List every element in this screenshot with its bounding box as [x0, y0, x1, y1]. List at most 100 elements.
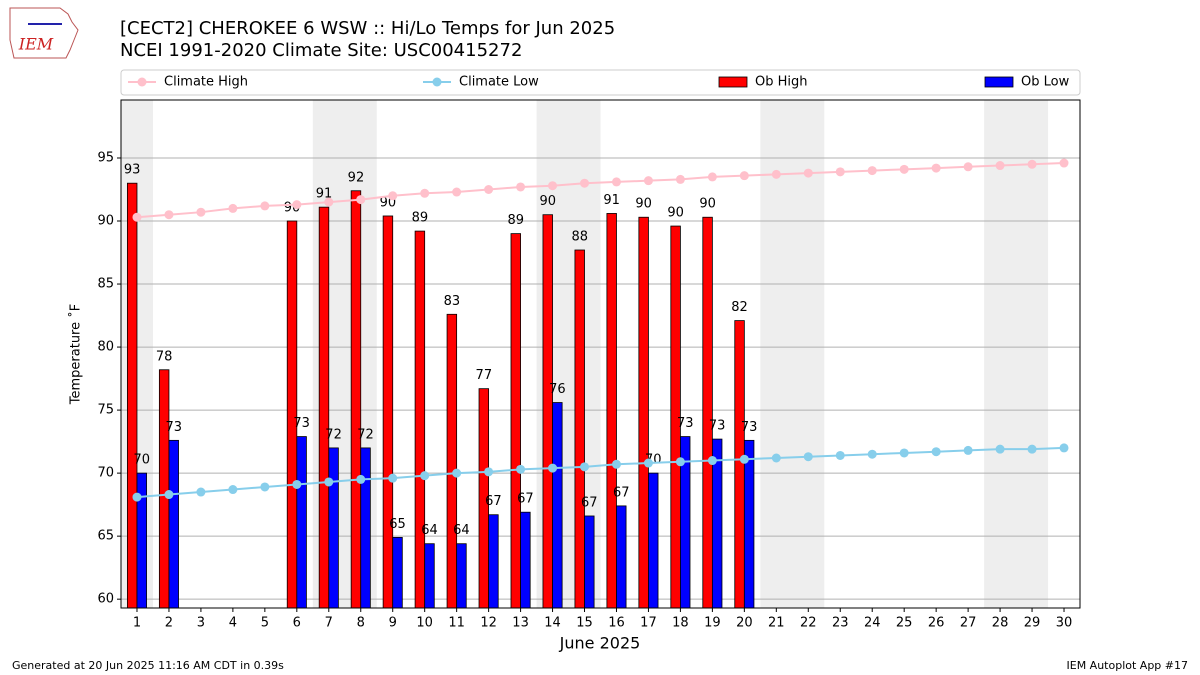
- data-label: 90: [635, 197, 652, 212]
- y-tick-label: 80: [97, 340, 114, 355]
- x-tick-label: 6: [293, 616, 301, 631]
- x-tick-label: 27: [960, 616, 977, 631]
- bar: [638, 216, 649, 609]
- data-label: 91: [603, 193, 620, 208]
- bar: [328, 447, 339, 609]
- point: [132, 212, 142, 222]
- footer-left: Generated at 20 Jun 2025 11:16 AM CDT in…: [12, 659, 284, 672]
- line: [136, 162, 1065, 219]
- data-label: 73: [677, 416, 694, 431]
- point: [707, 172, 717, 182]
- data-label: 70: [134, 453, 151, 468]
- y-tick-label: 70: [97, 466, 114, 481]
- logo-outline: [9, 7, 79, 59]
- x-tick-label: 22: [800, 616, 817, 631]
- point: [196, 487, 206, 497]
- data-label: 83: [444, 294, 461, 309]
- bar: [510, 233, 521, 609]
- point: [484, 467, 494, 477]
- x-tick-label: 1: [133, 616, 141, 631]
- bar: [542, 214, 553, 609]
- legend-swatch: [432, 77, 442, 87]
- line: [136, 446, 1065, 499]
- x-tick-label: 15: [576, 616, 593, 631]
- x-tick-label: 10: [416, 616, 433, 631]
- x-tick-label: 13: [512, 616, 529, 631]
- plot-frame: [120, 99, 1081, 609]
- legend-label: Ob High: [755, 75, 808, 90]
- weekend-band: [984, 100, 1049, 608]
- x-tick-label: 24: [864, 616, 881, 631]
- data-label: 90: [539, 194, 556, 209]
- point: [1059, 443, 1069, 453]
- bar: [286, 220, 298, 609]
- point: [867, 166, 877, 176]
- point: [771, 169, 781, 179]
- point: [228, 203, 238, 213]
- data-label: 73: [741, 420, 758, 435]
- point: [132, 492, 142, 502]
- point: [484, 184, 494, 194]
- data-label: 78: [156, 349, 173, 364]
- data-label: 92: [348, 170, 365, 185]
- data-label: 82: [731, 300, 748, 315]
- x-tick-label: 17: [640, 616, 657, 631]
- chart-subtitle: NCEI 1991-2020 Climate Site: USC00415272: [120, 40, 522, 61]
- y-tick-label: 95: [97, 150, 114, 165]
- logo: IEM: [9, 7, 79, 59]
- y-tick-label: 65: [97, 529, 114, 544]
- point: [516, 464, 526, 474]
- x-tick-label: 3: [197, 616, 205, 631]
- bar: [382, 215, 394, 609]
- bar: [552, 402, 563, 609]
- point: [611, 177, 621, 187]
- y-tick-label: 75: [97, 403, 114, 418]
- data-label: 77: [476, 368, 493, 383]
- bar: [296, 436, 307, 609]
- point: [516, 182, 526, 192]
- weekend-band: [760, 100, 825, 608]
- x-tick-label: 18: [672, 616, 689, 631]
- point: [452, 187, 462, 197]
- data-label: 73: [709, 419, 726, 434]
- point: [420, 188, 430, 198]
- point: [260, 201, 270, 211]
- point: [580, 178, 590, 188]
- point: [867, 449, 877, 459]
- y-axis-title: Temperature ˚F: [68, 304, 84, 405]
- point: [643, 458, 653, 468]
- x-axis-title: June 2025: [559, 634, 641, 653]
- bar: [414, 230, 426, 609]
- data-label: 72: [357, 427, 374, 442]
- point: [388, 473, 398, 483]
- bar: [616, 505, 627, 609]
- point: [548, 463, 558, 473]
- data-label: 67: [485, 494, 502, 509]
- point: [580, 462, 590, 472]
- point: [675, 457, 685, 467]
- point: [164, 210, 174, 220]
- x-tick-label: 4: [229, 616, 237, 631]
- x-tick-label: 29: [1024, 616, 1041, 631]
- bar: [318, 206, 330, 609]
- point: [356, 474, 366, 484]
- data-label: 89: [412, 211, 429, 226]
- logo-text: IEM: [18, 35, 54, 54]
- data-label: 73: [165, 420, 182, 435]
- x-tick-label: 19: [704, 616, 721, 631]
- bar: [126, 182, 138, 609]
- x-tick-label: 20: [736, 616, 753, 631]
- bar: [648, 472, 659, 609]
- y-tick-label: 60: [97, 592, 114, 607]
- x-tick-label: 30: [1056, 616, 1073, 631]
- point: [1027, 159, 1037, 169]
- legend-swatch: [984, 76, 1014, 88]
- point: [388, 191, 398, 201]
- data-label: 89: [508, 213, 525, 228]
- data-label: 72: [325, 427, 342, 442]
- chart-title: [CECT2] CHEROKEE 6 WSW :: Hi/Lo Temps fo…: [120, 18, 615, 39]
- data-label: 64: [453, 523, 470, 538]
- x-tick-label: 28: [992, 616, 1009, 631]
- x-tick-label: 9: [389, 616, 397, 631]
